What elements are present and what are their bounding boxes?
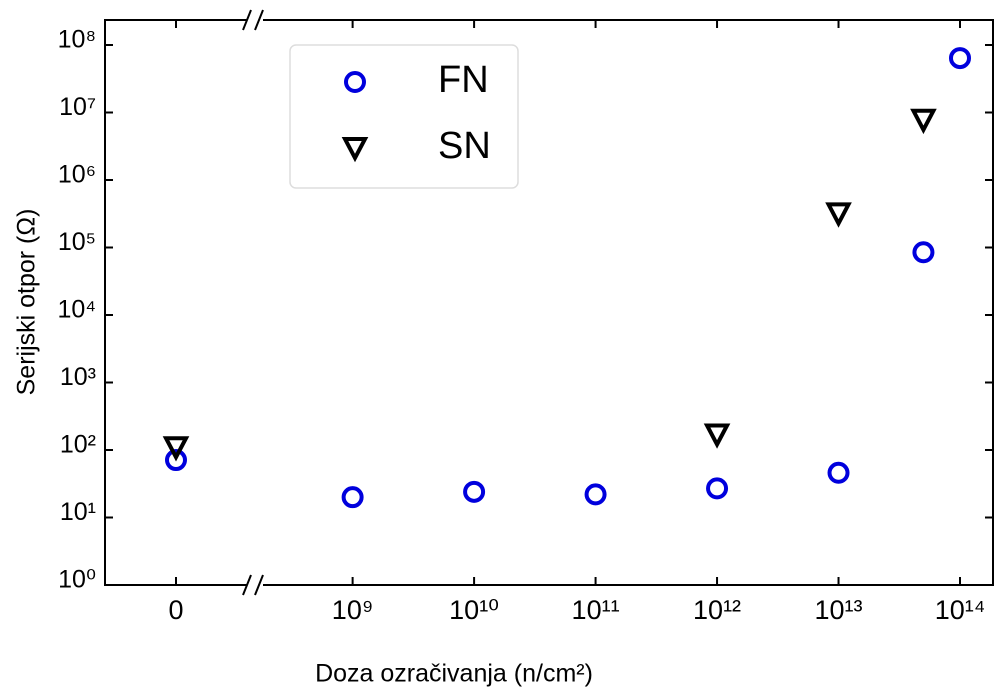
data-point — [912, 241, 935, 264]
y-tick-label: 10⁶ — [58, 161, 96, 189]
x-tick-label: 10¹⁰ — [449, 595, 499, 625]
x-tick-label: 10⁹ — [332, 595, 374, 625]
legend-label: FN — [438, 59, 489, 101]
x-axis-label: Doza ozračivanja (n/cm²) — [315, 660, 593, 688]
x-tick-label: 10¹³ — [815, 595, 863, 625]
data-point — [910, 108, 937, 135]
legend-marker — [344, 71, 366, 93]
y-tick-label: 10⁴ — [57, 296, 96, 324]
y-tick-label: 10⁰ — [58, 566, 96, 594]
x-tick-label: 10¹² — [693, 595, 741, 625]
y-tick-label: 10² — [60, 431, 96, 459]
data-point — [827, 461, 850, 484]
data-point — [703, 423, 731, 449]
y-tick-label: 10¹ — [60, 498, 96, 526]
y-tick-label: 10⁵ — [58, 228, 96, 256]
axes-frame — [104, 9, 994, 596]
y-axis-label: Serijski otpor (Ω) — [13, 209, 41, 396]
y-tick-label: 10³ — [60, 363, 96, 391]
x-tick-label: 10¹⁴ — [935, 595, 986, 625]
data-point — [825, 202, 852, 228]
data-point — [162, 436, 190, 462]
data-point — [706, 477, 729, 500]
y-tick-label: 10⁷ — [59, 93, 96, 121]
data-point — [463, 480, 486, 503]
legend-marker — [341, 137, 369, 163]
legend-label: SN — [438, 125, 491, 167]
data-point — [584, 483, 607, 506]
data-point — [165, 449, 187, 472]
axis-break — [242, 9, 264, 596]
y-tick-label: 10⁸ — [58, 26, 96, 54]
data-point — [341, 486, 364, 509]
x-tick-label: 0 — [168, 595, 183, 625]
data-point — [949, 47, 971, 70]
x-tick-label: 10¹¹ — [572, 595, 620, 625]
